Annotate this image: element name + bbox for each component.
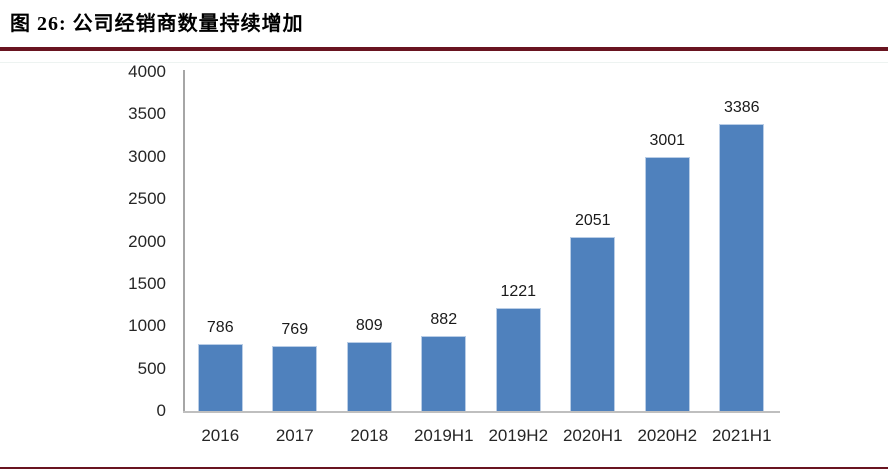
x-axis-category-label: 2016 xyxy=(201,426,240,445)
y-axis-tick-label: 2500 xyxy=(128,189,166,209)
y-axis-tick-label: 4000 xyxy=(128,62,166,81)
y-axis: 0 500 1000 1500 2000 2500 3000 3500 4000 xyxy=(0,0,166,474)
x-axis-category-label: 2021H1 xyxy=(711,426,772,445)
bar xyxy=(197,344,243,411)
title-divider-rule xyxy=(0,47,888,51)
bar-value-label: 769 xyxy=(281,321,309,338)
bar xyxy=(421,336,467,411)
bar-value-label: 3001 xyxy=(649,132,686,149)
y-axis-tick-label: 2000 xyxy=(128,231,166,251)
bar-value-label: 809 xyxy=(355,317,383,334)
bar-value-label: 786 xyxy=(206,319,234,336)
bar xyxy=(719,124,765,411)
y-axis-tick-label: 500 xyxy=(137,358,166,378)
plot-area: 786 769 809 882 1221 2051 3001 3386 xyxy=(183,0,779,411)
bar-value-label: 1221 xyxy=(500,283,537,300)
x-axis-line xyxy=(183,411,780,413)
y-axis-tick-label: 3500 xyxy=(128,104,166,124)
bar-value-label: 882 xyxy=(430,311,458,328)
bar xyxy=(272,346,318,411)
x-axis-category-label: 2019H1 xyxy=(413,426,474,445)
y-axis-tick-label: 1000 xyxy=(128,316,166,336)
page-title: 图 26: 公司经销商数量持续增加 xyxy=(10,13,304,35)
x-axis-category-label: 2020H1 xyxy=(562,426,623,445)
bar xyxy=(644,157,690,411)
x-axis-category-label: 2020H2 xyxy=(637,426,698,445)
bar-value-label: 2051 xyxy=(574,212,611,229)
y-axis-tick-label: 0 xyxy=(156,401,166,420)
bar xyxy=(346,342,392,411)
y-axis-tick-label: 3000 xyxy=(128,146,166,166)
x-axis-category-label: 2017 xyxy=(275,426,314,445)
bottom-divider-rule xyxy=(0,467,888,469)
y-axis-line xyxy=(183,70,185,413)
x-axis-category-label: 2019H2 xyxy=(488,426,549,445)
x-axis-category-label: 2018 xyxy=(350,426,389,445)
y-axis-tick-label: 1500 xyxy=(128,273,166,293)
bar xyxy=(570,237,616,411)
chart-frame-border xyxy=(0,62,888,63)
x-axis: 2016 2017 2018 2019H1 2019H2 2020H1 2020H2 2021… xyxy=(183,426,779,448)
bar-value-label: 3386 xyxy=(723,99,760,116)
bar xyxy=(495,308,541,411)
